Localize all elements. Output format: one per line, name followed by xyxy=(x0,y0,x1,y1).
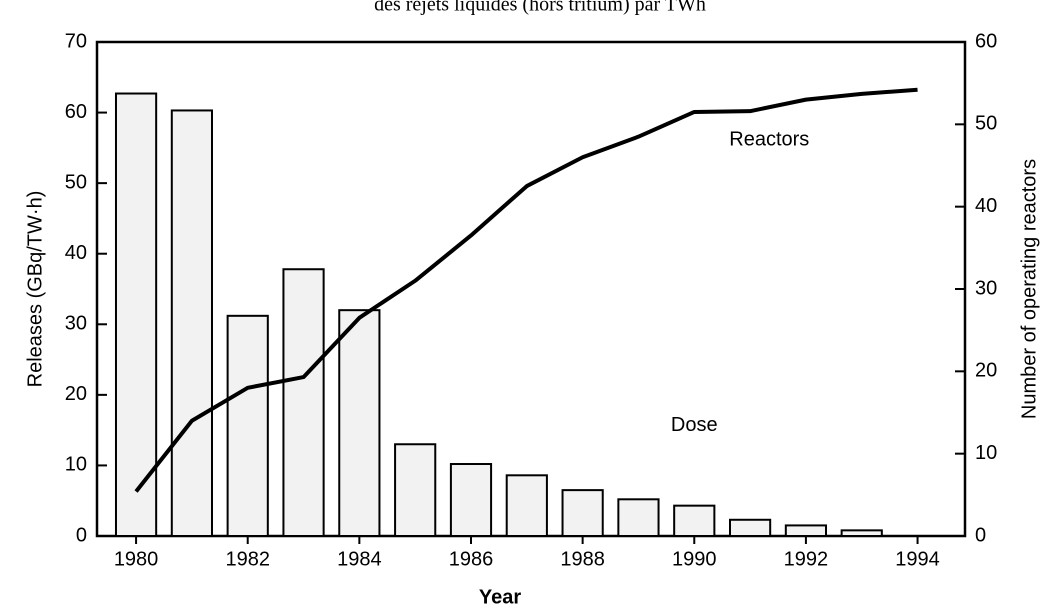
y2-tick-label: 40 xyxy=(975,195,997,217)
y2-tick-label: 60 xyxy=(975,30,997,52)
y-tick-label: 40 xyxy=(65,242,87,264)
y2-tick-label: 20 xyxy=(975,360,997,382)
bar xyxy=(170,109,213,537)
bar xyxy=(449,463,493,538)
series-label: Dose xyxy=(671,414,718,436)
x-tick-label: 1994 xyxy=(895,548,940,570)
x-tick-label: 1988 xyxy=(560,548,605,570)
x-tick-label: 1984 xyxy=(337,548,382,570)
x-axis-label: Year xyxy=(479,586,521,608)
x-tick-label: 1986 xyxy=(449,548,494,570)
bar xyxy=(728,518,772,537)
y-tick-label: 10 xyxy=(65,454,87,476)
bar xyxy=(114,92,158,537)
bar xyxy=(505,474,548,537)
x-tick-label: 1992 xyxy=(784,548,829,570)
chart-title: des rejets liquides (hors tritium) par T… xyxy=(374,0,706,16)
y2-axis-label: Number of operating reactors xyxy=(1018,159,1040,419)
y2-tick-label: 0 xyxy=(975,524,986,546)
y-tick-label: 70 xyxy=(65,30,87,52)
y-axis-label: Releases (GBq/TW·h) xyxy=(24,191,46,388)
bar xyxy=(338,309,381,537)
y-tick-label: 50 xyxy=(65,171,87,193)
x-tick-label: 1982 xyxy=(225,548,270,570)
bar xyxy=(226,314,269,537)
bar xyxy=(840,529,883,538)
y-tick-label: 20 xyxy=(65,383,87,405)
bar xyxy=(673,504,716,538)
bar xyxy=(561,489,604,537)
series-label: Reactors xyxy=(729,128,809,150)
y-tick-label: 30 xyxy=(65,313,87,335)
x-tick-label: 1980 xyxy=(114,548,159,570)
y-tick-label: 0 xyxy=(76,524,87,546)
line xyxy=(134,87,918,493)
y2-tick-label: 50 xyxy=(975,113,997,135)
bar xyxy=(617,498,660,537)
y2-tick-label: 10 xyxy=(975,442,997,464)
bar xyxy=(784,524,828,538)
y-tick-label: 60 xyxy=(65,101,87,123)
bar xyxy=(282,268,325,537)
y2-tick-label: 30 xyxy=(975,277,997,299)
x-tick-label: 1990 xyxy=(672,548,717,570)
bar xyxy=(394,443,437,537)
